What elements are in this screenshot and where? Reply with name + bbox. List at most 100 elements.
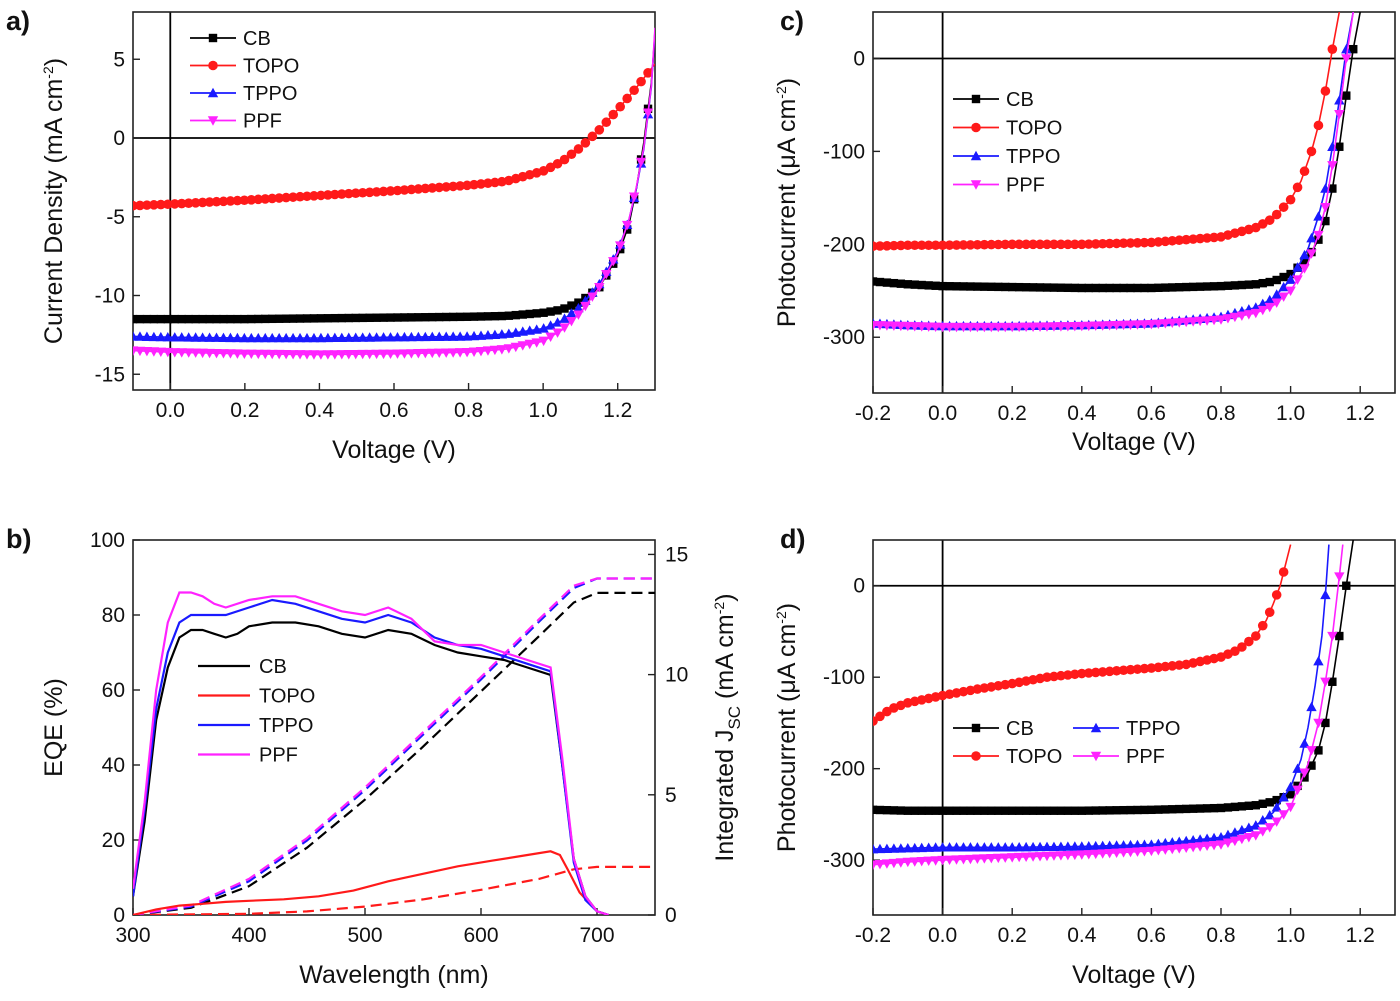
panel-a-markers-ppf [133,108,654,360]
panel-a-marker-cb [337,313,346,323]
panel-c-marker-topo [1299,166,1310,177]
panel-a-marker-cb [274,314,284,323]
panel-a-marker-topo [615,101,625,112]
panel-d-marker-ppf [888,858,900,869]
panel-c-ylabel: Photocurrent (μA cm-2) [773,78,801,327]
panel-a-marker-ppf [176,348,187,358]
panel-d-xtick-label: 0.2 [998,924,1027,947]
panel-a-xtick-label: 0.8 [454,399,483,422]
panel-d-marker-tppo [951,842,962,852]
panel-d-marker-ppf [1222,838,1234,848]
panel-d-marker-cb [1014,806,1024,815]
panel-d-xtick-label: 0.6 [1137,924,1166,947]
panel-a-marker-ppf [475,346,487,357]
panel-d-plot-area [873,540,1354,870]
panel-c-marker-topo [923,240,934,251]
panel-d-ylabel-b: ) [773,603,801,611]
panel-d-marker-ppf [951,855,962,865]
panel-d-ylabel-a: Photocurrent (μA cm [773,624,801,852]
panel-d-legend-marker-topo [971,751,981,761]
panel-a-marker-topo [643,67,653,78]
panel-a-marker-topo [343,188,354,199]
panel-c-marker-ppf [1013,322,1025,333]
panel-a-marker-cb [323,314,333,323]
panel-c-marker-topo [1209,232,1219,243]
panel-a-marker-topo [337,189,347,199]
panel-a-marker-cb [205,314,214,324]
panel-a-marker-cb [407,313,416,322]
panel-d-marker-topo [1042,672,1052,682]
panel-d-marker-topo [1160,661,1171,672]
panel-a-marker-ppf [580,301,591,312]
panel-a-marker-topo [232,195,243,206]
panel-c-marker-ppf [930,322,941,333]
panel-b-legend: CB TOPO TPPO PPF [198,656,315,767]
panel-d-marker-ppf [1153,846,1164,856]
panel-c-marker-ppf [1194,316,1206,327]
panel-c-marker-cb [1188,282,1198,292]
panel-b-ytick-label: 60 [102,679,125,702]
panel-c-marker-ppf [1041,322,1053,332]
panel-d-marker-ppf [1118,848,1129,858]
panel-d-marker-ppf [1313,718,1324,729]
panel-c-marker-cb [952,282,961,291]
panel-d-marker-cb [1258,799,1267,808]
panel-c-marker-ppf [1125,320,1136,330]
panel-c-marker-ppf [1146,320,1157,330]
panel-a-marker-tppo [538,323,549,333]
panel-d-marker-cb [1126,805,1135,815]
panel-c-marker-ppf [1139,320,1150,330]
panel-c-marker-cb [917,280,926,290]
panel-a-marker-topo [622,93,632,104]
panel-d-marker-ppf [1264,823,1275,833]
panel-d-marker-topo [1104,666,1115,677]
panel-d-marker-tppo [888,843,900,853]
panel-d-markers-tppo [873,589,1331,854]
panel-a-marker-ppf [378,349,389,360]
panel-a-legend-marker-tppo [207,87,219,98]
panel-d-marker-tppo [874,843,886,854]
panel-c-marker-tppo [1341,43,1352,54]
panel-c-marker-topo [1118,238,1129,249]
panel-a-marker-cb [518,310,527,319]
panel-d-marker-tppo [1187,834,1199,845]
panel-d-marker-topo [1132,664,1143,674]
panel-d-xtick-label: 0.8 [1206,924,1235,947]
panel-a-ytick-label: -15 [95,363,125,386]
panel-c-plot-area [873,12,1361,333]
panel-c-marker-cb [945,282,954,291]
panel-d-xlabel: Voltage (V) [1072,961,1196,989]
panel-c-marker-topo [1278,202,1289,212]
panel-d-marker-tppo [1194,834,1206,844]
panel-d-marker-ppf [1327,631,1338,642]
panel-c-marker-cb [1063,283,1073,293]
panel-a-legend: CB TOPO TPPO PPF [190,28,299,133]
panel-b-y2label: Integrated JSC (mA cm-2) [711,593,744,861]
panel-c-marker-cb [1279,272,1288,282]
panel-d-marker-tppo [1097,840,1108,851]
panel-c-marker-cb [987,282,996,291]
panel-c-marker-cb [980,282,989,291]
panel-d-marker-ppf [944,855,955,866]
panel-c-marker-ppf [1076,321,1087,332]
panel-a-marker-ppf [601,270,612,280]
panel-a-marker-ppf [218,349,229,359]
panel-d-markers-cb [873,581,1351,815]
panel-c-marker-cb [1342,91,1351,100]
panel-a-ytick-label: 0 [113,127,125,150]
panel-d-marker-ppf [979,854,990,864]
panel-c-marker-ppf [1020,322,1032,333]
panel-a-marker-cb [184,314,193,324]
panel-c-marker-ppf [1097,321,1108,331]
panel-c-marker-topo [1271,209,1282,220]
panel-a-marker-topo [455,181,465,191]
panel-a-marker-tppo [454,331,466,341]
panel-c-marker-cb [1244,280,1254,289]
panel-d-marker-cb [1202,804,1212,813]
panel-a-marker-topo [448,181,458,192]
panel-a-marker-ppf [301,350,313,360]
panel-c-marker-ppf [1327,161,1338,171]
panel-d-marker-tppo [937,842,948,852]
panel-a-legend-marker-cb [208,33,218,43]
panel-a-marker-tppo [434,331,445,341]
